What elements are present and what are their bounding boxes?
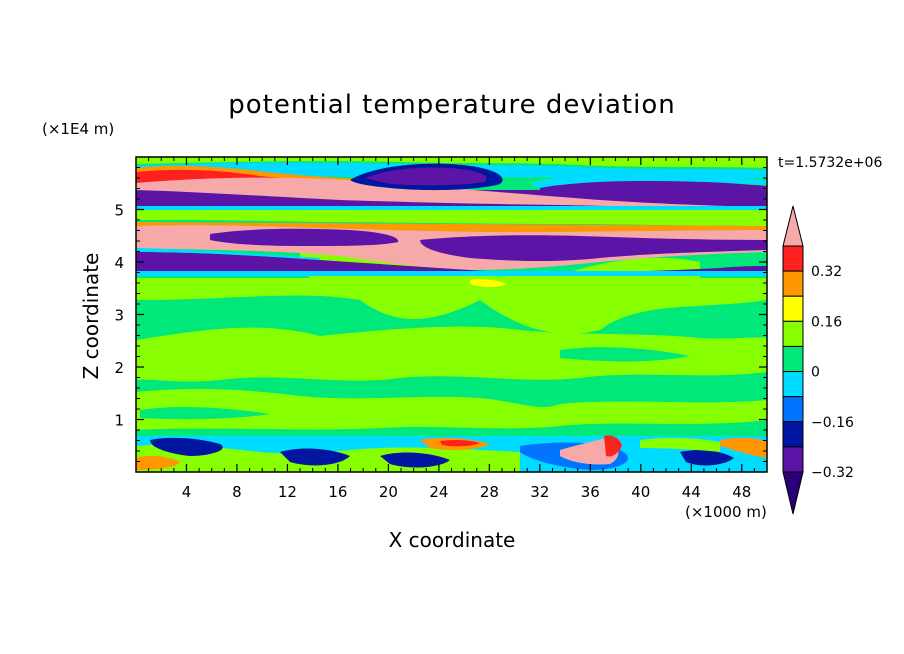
bl-red-mid <box>440 439 480 447</box>
colorbar-box <box>782 396 804 423</box>
bl-orange-left <box>136 455 180 470</box>
bl-pink-right <box>560 436 619 465</box>
colorbar-tick-label: 0.32 <box>811 264 842 280</box>
band-5km-lower-edge <box>136 206 767 210</box>
band-4km-cyan-edge <box>136 271 767 276</box>
y-tick-label: 5 <box>114 202 124 220</box>
x-tick-label: 48 <box>732 483 751 501</box>
field-patch <box>136 389 767 430</box>
band-4km-purple <box>136 252 767 274</box>
x-tick-label: 12 <box>278 483 297 501</box>
eddy-4p5-right <box>420 235 767 261</box>
y-tick-label: 4 <box>114 254 124 272</box>
colorbar-tick-label: 0.16 <box>811 314 842 330</box>
field-patch <box>560 347 690 362</box>
y-tick-label: 2 <box>114 359 124 377</box>
band-below-5km-green <box>136 210 767 226</box>
bl-purple-center <box>380 452 450 468</box>
bl-purple-right <box>680 450 734 466</box>
x-tick-label: 20 <box>379 483 398 501</box>
band-top-green <box>136 157 767 168</box>
band-4km-upper-cyan <box>136 248 320 260</box>
colorbar: 0.32 0.16 0 −0.16 −0.32 <box>782 205 854 515</box>
colorbar-tick-label: −0.16 <box>811 415 854 431</box>
bl-orange-right <box>720 437 767 458</box>
time-label: t=1.5732e+06 <box>778 155 882 171</box>
yellow-spot <box>470 279 506 287</box>
colorbar-box <box>782 421 804 448</box>
colorbar-box <box>782 270 804 297</box>
eddy-4p5-left <box>210 228 399 246</box>
x-tick-label: 36 <box>581 483 600 501</box>
chart-title: potential temperature deviation <box>228 90 675 120</box>
x-tick-label: 4 <box>182 483 192 501</box>
x-tick-label: 32 <box>530 483 549 501</box>
y-unit-label: (×1E4 m) <box>42 120 114 138</box>
mid-level-bright-patches <box>140 309 690 420</box>
colorbar-box <box>782 446 804 473</box>
colorbar-upper-triangle <box>782 205 804 247</box>
x-tick-label: 28 <box>480 483 499 501</box>
x-tick-label: 16 <box>328 483 347 501</box>
x-axis-label: X coordinate <box>389 528 516 552</box>
x-tick-label: 8 <box>232 483 242 501</box>
colorbar-tick-label: 0 <box>811 365 820 381</box>
x-tick-label: 40 <box>631 483 650 501</box>
bl-green-right <box>640 437 720 452</box>
eddy-upper-left-core <box>365 167 487 186</box>
x-axis-ticks: 4 8 12 16 20 24 28 32 36 40 44 48 <box>148 157 755 501</box>
y-axis-ticks: 1 2 3 4 5 <box>114 167 767 462</box>
x-unit-label: (×1000 m) <box>685 503 767 521</box>
y-axis-label: Z coordinate <box>79 253 103 380</box>
colorbar-box <box>782 295 804 322</box>
colorbar-box <box>782 245 804 272</box>
colorbar-tick-label: −0.32 <box>811 465 854 481</box>
colorbar-box <box>782 371 804 398</box>
x-tick-label: 44 <box>682 483 701 501</box>
field-patch <box>136 326 767 382</box>
band-4p5-upper-edge <box>136 222 767 232</box>
mid-level-field <box>136 240 767 430</box>
colorbar-box <box>782 345 804 373</box>
y-tick-label: 3 <box>114 307 124 325</box>
colorbar-lower-triangle <box>782 471 804 515</box>
colorbar-box <box>782 320 804 347</box>
bl-purple-mid <box>280 448 350 466</box>
plot-area <box>136 157 767 472</box>
bl-red-right <box>604 435 622 457</box>
bl-purple-left <box>150 437 223 456</box>
band-5km-pink-overlay <box>136 177 767 210</box>
field-patch <box>300 240 700 294</box>
y-tick-label: 1 <box>114 412 124 430</box>
field-patch <box>200 309 320 326</box>
eddy-upper-right-ring <box>530 173 767 188</box>
x-tick-label: 24 <box>429 483 448 501</box>
field-patch <box>140 407 270 420</box>
eddy-upper-right <box>540 177 767 206</box>
